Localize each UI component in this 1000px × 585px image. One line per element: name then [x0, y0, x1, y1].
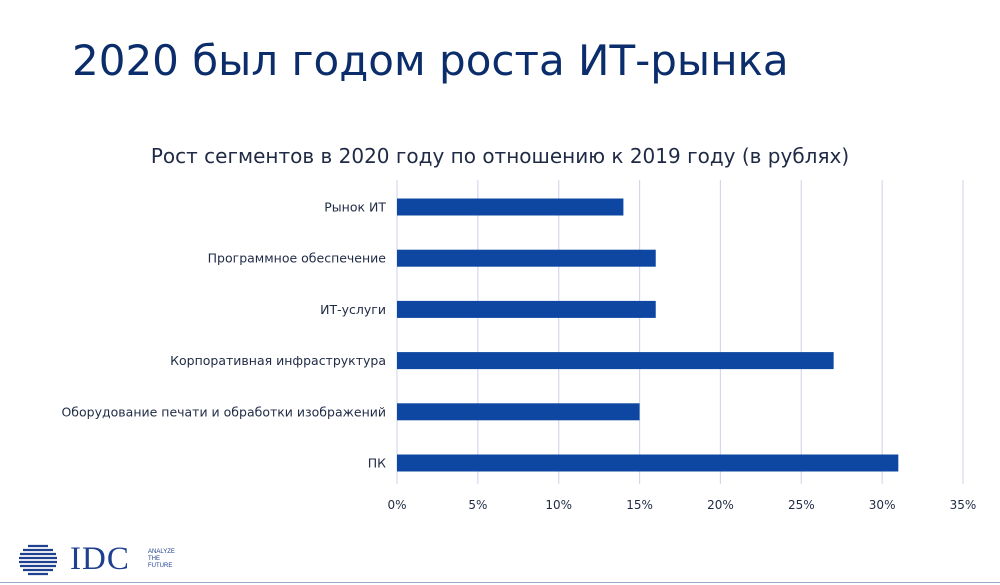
x-tick-label: 5%: [468, 498, 487, 512]
bar: [397, 300, 656, 318]
category-label: Оборудование печати и обработки изображе…: [61, 404, 386, 419]
x-tick-label: 20%: [707, 498, 734, 512]
logo-tagline-line: ANALYZE: [148, 549, 175, 555]
x-tick-label: 30%: [869, 498, 896, 512]
footer-divider: [0, 582, 1000, 583]
bar: [397, 249, 656, 267]
bar: [397, 198, 624, 216]
slide-title: 2020 был годом роста ИТ-рынка: [72, 36, 789, 85]
category-label: Рынок ИТ: [324, 200, 386, 215]
chart-title: Рост сегментов в 2020 году по отношению …: [150, 144, 850, 168]
idc-logo: IDC ANALYZE THE FUTURE: [14, 540, 204, 580]
category-label: ПК: [368, 456, 386, 471]
category-label: Программное обеспечение: [208, 251, 387, 266]
logo-tagline-line: THE: [148, 556, 160, 562]
bar: [397, 352, 834, 370]
globe-icon: [19, 544, 57, 576]
x-tick-label: 35%: [950, 498, 977, 512]
bar: [397, 454, 899, 472]
logo-tagline: ANALYZE THE FUTURE: [148, 549, 208, 570]
x-tick-label: 0%: [387, 498, 406, 512]
x-tick-label: 25%: [788, 498, 815, 512]
category-label: Корпоративная инфраструктура: [170, 353, 386, 368]
x-tick-label: 15%: [626, 498, 653, 512]
bar: [397, 403, 640, 421]
x-tick-label: 10%: [545, 498, 572, 512]
logo-tagline-line: FUTURE: [148, 563, 173, 569]
category-label: ИТ-услуги: [320, 302, 386, 317]
logo-wordmark: IDC: [70, 541, 130, 577]
